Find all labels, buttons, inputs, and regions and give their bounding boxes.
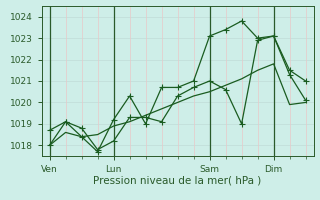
- X-axis label: Pression niveau de la mer( hPa ): Pression niveau de la mer( hPa ): [93, 175, 262, 185]
